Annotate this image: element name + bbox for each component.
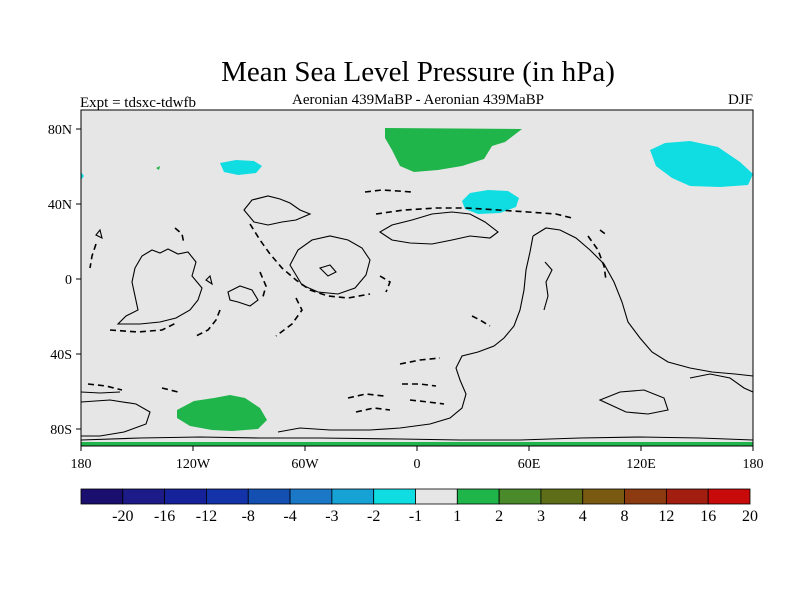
colorbar-swatch [331,488,375,505]
lon-label: 180 [71,457,92,472]
contour-line [375,207,573,219]
latitude-axis: 80N 40N 0 40S 80S [48,123,81,438]
longitude-axis: 180 120W 60W 0 60E 120E 180 [71,446,764,472]
map-title: Mean Sea Level Pressure (in hPa) [221,56,615,88]
colorbar-swatch [415,488,458,505]
contour-line [195,309,221,337]
positive-anomaly-small [156,166,160,170]
colorbar-label: 8 [621,508,629,525]
coastline [95,228,103,240]
coastline [277,235,534,433]
contour-line [347,393,385,399]
contour-line [174,227,185,245]
colorbar-label: -2 [367,508,380,525]
colorbar-label: 3 [537,508,545,525]
colorbar: -20 -16 -12 -8 -4 -3 -2 -1 1 2 3 4 8 12 16 20 [80,488,758,525]
colorbar-label: 12 [658,508,674,525]
coastline [318,264,337,277]
colorbar-swatch [540,488,584,505]
coastline [205,274,213,286]
lat-label: 80N [48,123,72,138]
contour-line [471,315,491,327]
negative-anomaly-edge [81,172,84,180]
negative-anomaly-northeast [650,141,753,187]
colorbar-swatches [80,488,751,505]
season-label: DJF [728,92,753,108]
colorbar-swatch [498,488,542,505]
contour-lines [87,189,609,413]
experiment-label: Expt = tdsxc-tdwfb [80,95,196,111]
coastline [378,211,499,245]
map-panel [80,109,754,447]
colorbar-label: 1 [453,508,461,525]
lat-label: 40N [48,198,72,213]
lon-label: 60E [518,457,541,472]
contour-line [275,297,303,337]
coastline [80,399,151,437]
colorbar-swatch [164,488,207,505]
colorbar-swatch [247,488,291,505]
contour-line [402,383,437,387]
coastline [543,261,553,311]
contour-line [364,189,413,193]
coastline [116,248,203,325]
coastline [289,235,371,295]
coastline [80,391,121,394]
colorbar-label: -16 [154,508,175,525]
colorbar-swatch [582,488,625,505]
colorbar-swatch [373,488,416,505]
coastline [227,285,259,307]
contour-line [259,271,267,301]
coastline [80,436,754,441]
negative-anomaly-northwest [220,160,262,175]
colorbar-label: -12 [196,508,217,525]
lat-label: 80S [50,423,72,438]
coastlines [80,195,754,441]
colorbar-label: 20 [742,508,758,525]
coastline [689,373,754,393]
colorbar-label: 4 [579,508,587,525]
colorbar-labels: -20 -16 -12 -8 -4 -3 -2 -1 1 2 3 4 8 12 16 20 [112,508,758,525]
colorbar-swatch [456,488,500,505]
lon-label: 180 [743,457,764,472]
colorbar-swatch [80,488,124,505]
lat-label: 0 [65,273,72,288]
colorbar-swatch [206,488,249,505]
colorbar-label: -20 [112,508,133,525]
colorbar-swatch [707,488,751,505]
contour-line [89,243,97,269]
colorbar-label: -3 [325,508,338,525]
comparison-label: Aeronian 439MaBP - Aeronian 439MaBP [292,92,544,108]
lon-label: 60W [291,457,319,472]
contour-line [161,387,179,393]
positive-anomaly-south-pole [81,442,753,446]
colorbar-label: 2 [495,508,503,525]
lon-label: 120W [176,457,211,472]
colorbar-label: 16 [700,508,716,525]
colorbar-label: -4 [283,508,296,525]
contour-line [587,235,607,281]
positive-anomaly-north-atlantic [385,128,522,172]
coastline [532,227,754,377]
colorbar-swatch [624,488,667,505]
colorbar-swatch [289,488,333,505]
coastline [598,389,669,415]
colorbar-label: -8 [242,508,255,525]
lon-label: 120E [626,457,656,472]
contour-line [599,229,609,237]
colorbar-label: -1 [409,508,422,525]
contour-line [109,321,179,333]
contour-line [379,275,391,293]
positive-anomaly-southern-ocean [177,395,267,431]
colorbar-swatch [665,488,709,505]
lon-label: 0 [414,457,421,472]
lat-label: 40S [50,348,72,363]
contour-line [399,357,441,365]
contour-line [249,223,371,299]
coastline [243,195,312,226]
colorbar-swatch [122,488,166,505]
